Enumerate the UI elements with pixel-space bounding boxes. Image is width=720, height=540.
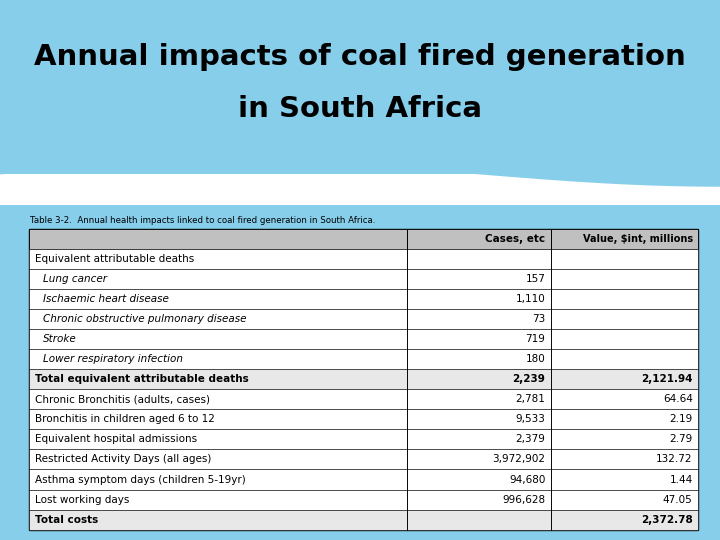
Bar	[551, 269, 698, 289]
Text: 47.05: 47.05	[663, 495, 693, 504]
Bar	[551, 349, 698, 369]
Text: Chronic Bronchitis (adults, cases): Chronic Bronchitis (adults, cases)	[35, 394, 210, 404]
Bar	[407, 449, 551, 469]
Bar	[29, 329, 407, 349]
Text: 2.19: 2.19	[670, 414, 693, 424]
Text: 719: 719	[526, 334, 545, 344]
Text: Lower respiratory infection: Lower respiratory infection	[43, 354, 183, 364]
Text: 2,239: 2,239	[513, 374, 545, 384]
Text: 157: 157	[526, 274, 545, 284]
Bar	[29, 449, 407, 469]
Bar	[407, 229, 551, 249]
Bar	[407, 289, 551, 309]
Bar	[407, 409, 551, 429]
Bar	[407, 389, 551, 409]
Bar	[29, 429, 407, 449]
Bar	[29, 510, 407, 530]
Text: 73: 73	[532, 314, 545, 324]
Bar	[29, 309, 407, 329]
Text: 132.72: 132.72	[656, 455, 693, 464]
Bar	[29, 229, 698, 530]
Bar	[29, 409, 407, 429]
Bar	[407, 269, 551, 289]
Text: 2,121.94: 2,121.94	[641, 374, 693, 384]
Text: Chronic obstructive pulmonary disease: Chronic obstructive pulmonary disease	[43, 314, 247, 324]
Bar	[407, 510, 551, 530]
Bar	[407, 469, 551, 490]
Text: Restricted Activity Days (all ages): Restricted Activity Days (all ages)	[35, 455, 211, 464]
Text: Stroke: Stroke	[43, 334, 77, 344]
Bar	[407, 349, 551, 369]
Bar	[551, 369, 698, 389]
Bar	[29, 249, 407, 269]
Bar	[29, 289, 407, 309]
Text: Asthma symptom days (children 5-19yr): Asthma symptom days (children 5-19yr)	[35, 475, 246, 484]
Text: Ischaemic heart disease: Ischaemic heart disease	[43, 294, 169, 304]
Text: Cases, etc: Cases, etc	[485, 234, 545, 244]
Bar	[551, 309, 698, 329]
Bar	[407, 309, 551, 329]
Text: 1.44: 1.44	[670, 475, 693, 484]
Bar	[551, 389, 698, 409]
Bar	[407, 369, 551, 389]
Text: Annual impacts of coal fired generation: Annual impacts of coal fired generation	[34, 43, 686, 71]
Text: Equivalent attributable deaths: Equivalent attributable deaths	[35, 254, 194, 264]
Text: 94,680: 94,680	[509, 475, 545, 484]
Bar	[551, 329, 698, 349]
Bar	[29, 369, 407, 389]
Text: 2,379: 2,379	[516, 435, 545, 444]
Bar	[407, 490, 551, 510]
Bar	[29, 269, 407, 289]
Text: 64.64: 64.64	[663, 394, 693, 404]
Bar	[29, 389, 407, 409]
Bar	[407, 429, 551, 449]
Text: in South Africa: in South Africa	[238, 94, 482, 123]
Text: 2,781: 2,781	[516, 394, 545, 404]
Text: Table 3-2.  Annual health impacts linked to coal fired generation in South Afric: Table 3-2. Annual health impacts linked …	[30, 216, 376, 225]
Bar	[551, 409, 698, 429]
Text: 2.79: 2.79	[670, 435, 693, 444]
Bar	[407, 329, 551, 349]
Bar	[551, 229, 698, 249]
Bar	[551, 249, 698, 269]
Bar	[407, 249, 551, 269]
Text: Value, $int, millions: Value, $int, millions	[582, 234, 693, 244]
Text: Bronchitis in children aged 6 to 12: Bronchitis in children aged 6 to 12	[35, 414, 215, 424]
Bar	[551, 490, 698, 510]
Text: 9,533: 9,533	[516, 414, 545, 424]
Bar	[551, 510, 698, 530]
Text: 2,372.78: 2,372.78	[641, 515, 693, 524]
Bar	[29, 490, 407, 510]
Text: 996,628: 996,628	[503, 495, 545, 504]
Text: Total costs: Total costs	[35, 515, 98, 524]
Text: 1,110: 1,110	[516, 294, 545, 304]
Bar	[551, 449, 698, 469]
Bar	[551, 469, 698, 490]
Text: 180: 180	[526, 354, 545, 364]
Text: Equivalent hospital admissions: Equivalent hospital admissions	[35, 435, 197, 444]
Bar	[29, 349, 407, 369]
Text: Total equivalent attributable deaths: Total equivalent attributable deaths	[35, 374, 248, 384]
Bar	[29, 229, 407, 249]
Text: Lost working days: Lost working days	[35, 495, 129, 504]
Bar	[29, 469, 407, 490]
Bar	[0, 174, 720, 205]
Bar	[551, 289, 698, 309]
Text: Lung cancer: Lung cancer	[43, 274, 107, 284]
Text: 3,972,902: 3,972,902	[492, 455, 545, 464]
Bar	[551, 429, 698, 449]
